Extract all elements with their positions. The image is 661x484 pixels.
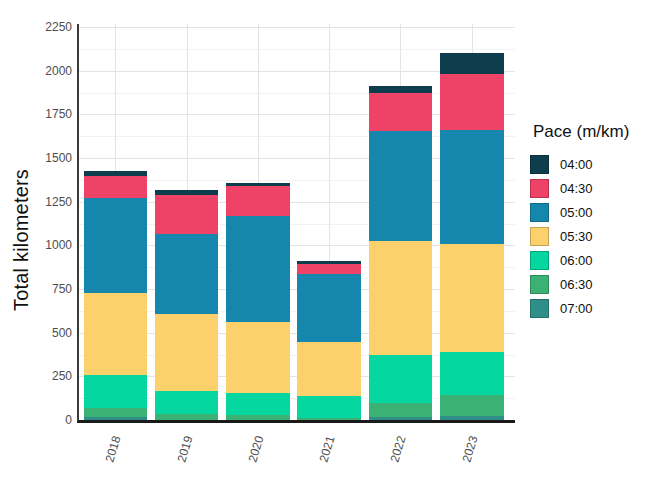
bar-segment-2018-04:30 bbox=[84, 176, 148, 198]
legend-label: 06:00 bbox=[560, 253, 593, 268]
bar-segment-2020-06:00 bbox=[226, 393, 290, 415]
legend-item-06:00: 06:00 bbox=[530, 251, 629, 270]
bar-segment-2023-07:00 bbox=[440, 416, 504, 420]
legend-title: Pace (m/km) bbox=[533, 122, 629, 142]
bar-segment-2023-05:00 bbox=[440, 130, 504, 244]
bar-segment-2021-04:00 bbox=[297, 261, 361, 264]
bar-2018 bbox=[84, 24, 148, 420]
x-tick-label: 2020 bbox=[245, 434, 266, 464]
legend-swatch-icon bbox=[530, 299, 549, 318]
legend-label: 04:30 bbox=[560, 181, 593, 196]
y-tick-label: 2000 bbox=[24, 64, 72, 78]
bar-segment-2023-04:00 bbox=[440, 53, 504, 74]
bar-segment-2019-05:00 bbox=[155, 234, 219, 314]
bar-segment-2021-06:30 bbox=[297, 418, 361, 420]
bar-segment-2018-07:00 bbox=[84, 417, 148, 420]
legend-item-04:30: 04:30 bbox=[530, 179, 629, 198]
x-tick-label: 2019 bbox=[174, 434, 195, 464]
bar-segment-2019-04:00 bbox=[155, 190, 219, 194]
bar-2022 bbox=[369, 24, 433, 420]
bar-segment-2020-06:30 bbox=[226, 415, 290, 420]
bar-segment-2020-05:30 bbox=[226, 322, 290, 393]
bar-segment-2023-05:30 bbox=[440, 244, 504, 352]
x-tick-label: 2022 bbox=[388, 434, 409, 464]
bar-segment-2022-06:00 bbox=[369, 355, 433, 403]
bar-segment-2022-04:30 bbox=[369, 93, 433, 131]
bar-2020 bbox=[226, 24, 290, 420]
bar-segment-2018-06:30 bbox=[84, 408, 148, 418]
y-tick-label: 1750 bbox=[24, 107, 72, 121]
legend-swatch-icon bbox=[530, 203, 549, 222]
bar-segment-2022-05:30 bbox=[369, 241, 433, 355]
legend-swatch-icon bbox=[530, 179, 549, 198]
bar-2019 bbox=[155, 24, 219, 420]
bar-segment-2019-06:00 bbox=[155, 391, 219, 414]
bar-segment-2020-04:30 bbox=[226, 186, 290, 216]
bar-segment-2022-07:00 bbox=[369, 417, 433, 420]
legend-swatch-icon bbox=[530, 155, 549, 174]
legend-label: 05:30 bbox=[560, 229, 593, 244]
bar-segment-2021-04:30 bbox=[297, 264, 361, 274]
y-tick-label: 2250 bbox=[24, 20, 72, 34]
bar-segment-2020-05:00 bbox=[226, 216, 290, 323]
legend-item-05:30: 05:30 bbox=[530, 227, 629, 246]
legend-item-05:00: 05:00 bbox=[530, 203, 629, 222]
x-tick-label: 2018 bbox=[103, 434, 124, 464]
bar-segment-2018-05:30 bbox=[84, 293, 148, 375]
legend-swatch-icon bbox=[530, 251, 549, 270]
bar-segment-2019-05:30 bbox=[155, 314, 219, 391]
bar-segment-2023-04:30 bbox=[440, 74, 504, 130]
plot-panel bbox=[77, 24, 515, 423]
bar-segment-2022-06:30 bbox=[369, 403, 433, 418]
legend-item-04:00: 04:00 bbox=[530, 155, 629, 174]
legend-items: 04:00 04:30 05:00 05:30 06:00 06:30 07:00 bbox=[530, 155, 629, 318]
bar-segment-2019-04:30 bbox=[155, 195, 219, 234]
legend-label: 06:30 bbox=[560, 277, 593, 292]
y-tick-label: 1250 bbox=[24, 195, 72, 209]
bar-segment-2021-06:00 bbox=[297, 396, 361, 418]
y-tick-label: 750 bbox=[24, 282, 72, 296]
bar-segment-2023-06:00 bbox=[440, 352, 504, 395]
legend-label: 05:00 bbox=[560, 205, 593, 220]
bar-segment-2022-04:00 bbox=[369, 86, 433, 93]
bar-segment-2021-05:00 bbox=[297, 274, 361, 342]
y-tick-label: 1000 bbox=[24, 238, 72, 252]
legend: Pace (m/km) 04:00 04:30 05:00 05:30 06:00 06:… bbox=[530, 122, 629, 323]
legend-swatch-icon bbox=[530, 275, 549, 294]
legend-item-06:30: 06:30 bbox=[530, 275, 629, 294]
bar-2021 bbox=[297, 24, 361, 420]
bar-segment-2018-04:00 bbox=[84, 171, 148, 176]
x-tick-label: 2023 bbox=[459, 434, 480, 464]
legend-label: 07:00 bbox=[560, 301, 593, 316]
x-tick-label: 2021 bbox=[317, 434, 338, 464]
bar-segment-2023-06:30 bbox=[440, 395, 504, 416]
y-tick-label: 250 bbox=[24, 369, 72, 383]
bar-segment-2021-05:30 bbox=[297, 342, 361, 396]
bar-segment-2020-04:00 bbox=[226, 183, 290, 186]
legend-swatch-icon bbox=[530, 227, 549, 246]
bar-2023 bbox=[440, 24, 504, 420]
y-tick-label: 1500 bbox=[24, 151, 72, 165]
bar-segment-2018-06:00 bbox=[84, 375, 148, 407]
y-tick-label: 500 bbox=[24, 326, 72, 340]
stacked-bar-chart-figure: Total kilometers 02505007501000125015001… bbox=[0, 0, 661, 484]
legend-label: 04:00 bbox=[560, 157, 593, 172]
legend-item-07:00: 07:00 bbox=[530, 299, 629, 318]
bar-segment-2018-05:00 bbox=[84, 198, 148, 293]
bar-segment-2022-05:00 bbox=[369, 131, 433, 241]
bar-segment-2019-06:30 bbox=[155, 414, 219, 420]
y-tick-label: 0 bbox=[24, 413, 72, 427]
